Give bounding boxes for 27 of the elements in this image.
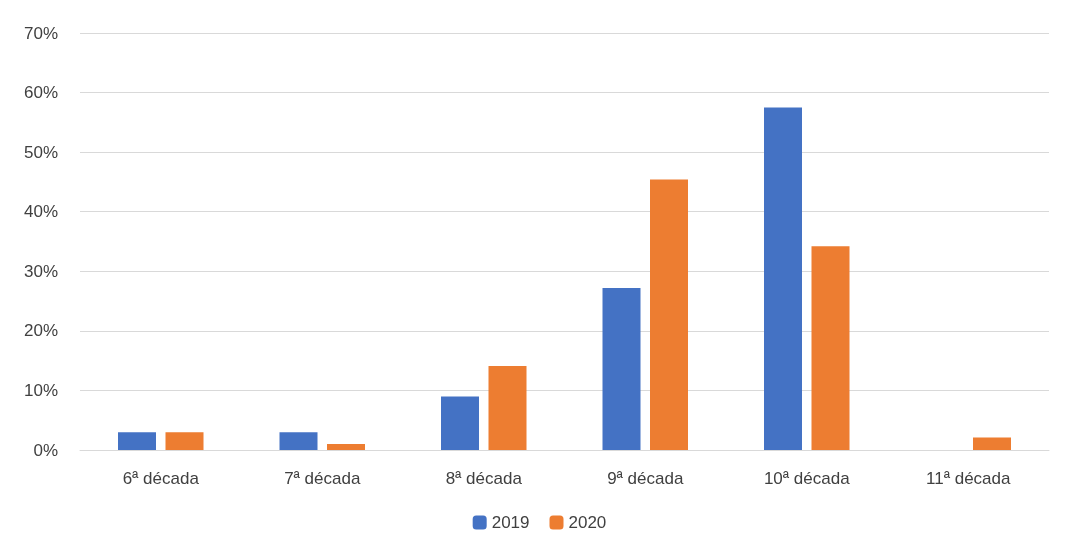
y-tick-label: 70% — [23, 23, 58, 43]
legend-label: 2020 — [568, 513, 607, 532]
bar — [327, 444, 365, 450]
bar — [764, 107, 802, 450]
bar — [488, 366, 527, 450]
x-tick-label: 8ª década — [445, 469, 523, 488]
y-tick-label: 10% — [23, 380, 58, 400]
bar — [279, 432, 318, 450]
x-tick-label: 9ª década — [607, 469, 684, 488]
y-tick-label: 50% — [23, 142, 58, 162]
bar — [602, 287, 641, 450]
y-tick-label: 30% — [23, 261, 58, 281]
y-tick-label: 40% — [23, 202, 58, 222]
bar — [165, 432, 204, 450]
y-tick-label: 0% — [33, 440, 58, 460]
y-tick-label: 60% — [23, 83, 58, 103]
bar — [441, 396, 479, 450]
x-tick-label: 7ª década — [284, 469, 361, 488]
x-tick-label: 10ª década — [763, 469, 851, 488]
x-tick-label: 6ª década — [122, 469, 200, 488]
bar — [650, 179, 688, 450]
bar — [811, 246, 850, 450]
bar — [973, 437, 1011, 450]
x-tick-label: 11ª década — [926, 469, 1012, 488]
y-tick-label: 20% — [23, 321, 58, 341]
legend-label: 2019 — [491, 513, 530, 532]
bar — [118, 432, 156, 450]
